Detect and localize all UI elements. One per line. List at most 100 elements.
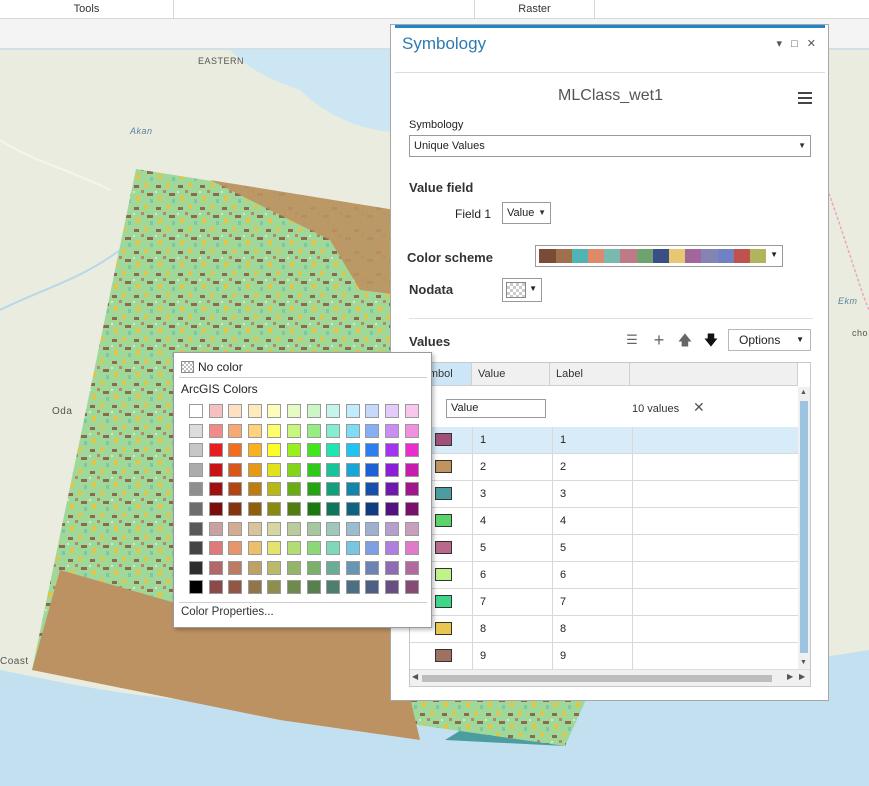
palette-color-swatch[interactable] [385,404,399,418]
palette-color-swatch[interactable] [404,560,419,575]
palette-color-swatch[interactable] [228,502,243,516]
palette-color-swatch[interactable] [345,560,360,575]
symbol-swatch[interactable] [435,541,452,554]
symbol-swatch[interactable] [435,568,452,581]
label-cell[interactable]: 9 [552,643,632,669]
palette-color-swatch[interactable] [326,443,341,458]
palette-color-swatch[interactable] [189,560,203,575]
palette-color-swatch[interactable] [247,462,262,477]
palette-color-swatch[interactable] [208,462,223,477]
palette-color-swatch[interactable] [189,580,203,595]
palette-color-swatch[interactable] [287,404,301,418]
palette-color-swatch[interactable] [228,580,243,595]
palette-color-swatch[interactable] [287,482,301,497]
palette-color-swatch[interactable] [306,482,321,497]
palette-color-swatch[interactable] [208,541,223,556]
palette-color-swatch[interactable] [326,404,341,418]
palette-color-swatch[interactable] [404,541,419,556]
palette-color-swatch[interactable] [365,580,380,595]
menu-icon[interactable] [798,92,812,107]
palette-color-swatch[interactable] [247,423,262,438]
palette-color-swatch[interactable] [385,560,399,575]
pane-options-icon[interactable]: ▾ [776,38,782,50]
palette-color-swatch[interactable] [287,423,301,438]
scroll-down-icon[interactable]: ▼ [800,659,807,666]
value-cell[interactable]: 5 [472,535,552,561]
value-cell[interactable]: 1 [472,427,552,453]
palette-color-swatch[interactable] [326,482,341,497]
symbology-dropdown[interactable]: Unique Values ▼ [409,135,811,157]
palette-color-swatch[interactable] [228,423,243,438]
palette-color-swatch[interactable] [267,462,282,477]
add-all-values-icon[interactable]: ☰ [626,332,638,347]
palette-color-swatch[interactable] [267,443,282,458]
color-scheme-dropdown[interactable]: ▼ [535,245,783,267]
palette-color-swatch[interactable] [287,580,301,595]
value-cell[interactable]: 4 [472,508,552,534]
palette-color-swatch[interactable] [404,404,419,418]
palette-color-swatch[interactable] [306,521,321,536]
palette-color-swatch[interactable] [326,560,341,575]
palette-color-swatch[interactable] [208,482,223,497]
scroll-left-icon[interactable]: ◀ [412,672,419,681]
palette-color-swatch[interactable] [345,541,360,556]
symbol-swatch[interactable] [435,460,452,473]
palette-color-swatch[interactable] [189,443,203,458]
horizontal-scroll-thumb[interactable] [422,675,772,682]
palette-color-swatch[interactable] [404,482,419,497]
palette-color-swatch[interactable] [189,462,203,477]
palette-color-swatch[interactable] [228,521,243,536]
palette-color-swatch[interactable] [404,443,419,458]
palette-color-swatch[interactable] [247,443,262,458]
palette-color-swatch[interactable] [365,521,380,536]
symbol-swatch[interactable] [435,595,452,608]
symbol-swatch[interactable] [435,514,452,527]
scroll-right-end-icon[interactable]: ▶ [799,672,806,681]
palette-color-swatch[interactable] [208,443,223,458]
palette-color-swatch[interactable] [326,462,341,477]
symbol-swatch[interactable] [435,487,452,500]
palette-color-swatch[interactable] [267,580,282,595]
label-cell[interactable]: 7 [552,589,632,615]
palette-color-swatch[interactable] [247,404,262,418]
palette-color-swatch[interactable] [189,423,203,438]
palette-color-swatch[interactable] [306,541,321,556]
palette-color-swatch[interactable] [326,423,341,438]
palette-color-swatch[interactable] [345,443,360,458]
palette-color-swatch[interactable] [267,404,282,418]
palette-color-swatch[interactable] [345,502,360,516]
palette-color-swatch[interactable] [404,502,419,516]
palette-color-swatch[interactable] [345,580,360,595]
palette-color-swatch[interactable] [306,462,321,477]
symbol-swatch[interactable] [435,649,452,662]
palette-color-swatch[interactable] [326,502,341,516]
palette-color-swatch[interactable] [404,580,419,595]
palette-color-swatch[interactable] [306,502,321,516]
vertical-scroll-thumb[interactable] [800,401,808,653]
palette-color-swatch[interactable] [267,541,282,556]
palette-color-swatch[interactable] [247,580,262,595]
palette-color-swatch[interactable] [228,541,243,556]
palette-color-swatch[interactable] [385,443,399,458]
palette-color-swatch[interactable] [267,521,282,536]
palette-color-swatch[interactable] [404,521,419,536]
vertical-scrollbar[interactable]: ▲ ▼ [798,387,810,669]
palette-color-swatch[interactable] [345,482,360,497]
palette-color-swatch[interactable] [247,482,262,497]
palette-color-swatch[interactable] [208,560,223,575]
value-cell[interactable]: 3 [472,481,552,507]
value-cell[interactable]: 9 [472,643,552,669]
label-cell[interactable]: 5 [552,535,632,561]
palette-color-swatch[interactable] [385,580,399,595]
palette-color-swatch[interactable] [326,541,341,556]
value-cell[interactable]: 6 [472,562,552,588]
palette-color-swatch[interactable] [189,502,203,516]
remove-heading-icon[interactable]: ✕ [693,399,705,415]
ribbon-group-tools[interactable]: Tools [0,0,174,19]
palette-color-swatch[interactable] [385,423,399,438]
scroll-right-icon[interactable]: ▶ [787,672,794,681]
